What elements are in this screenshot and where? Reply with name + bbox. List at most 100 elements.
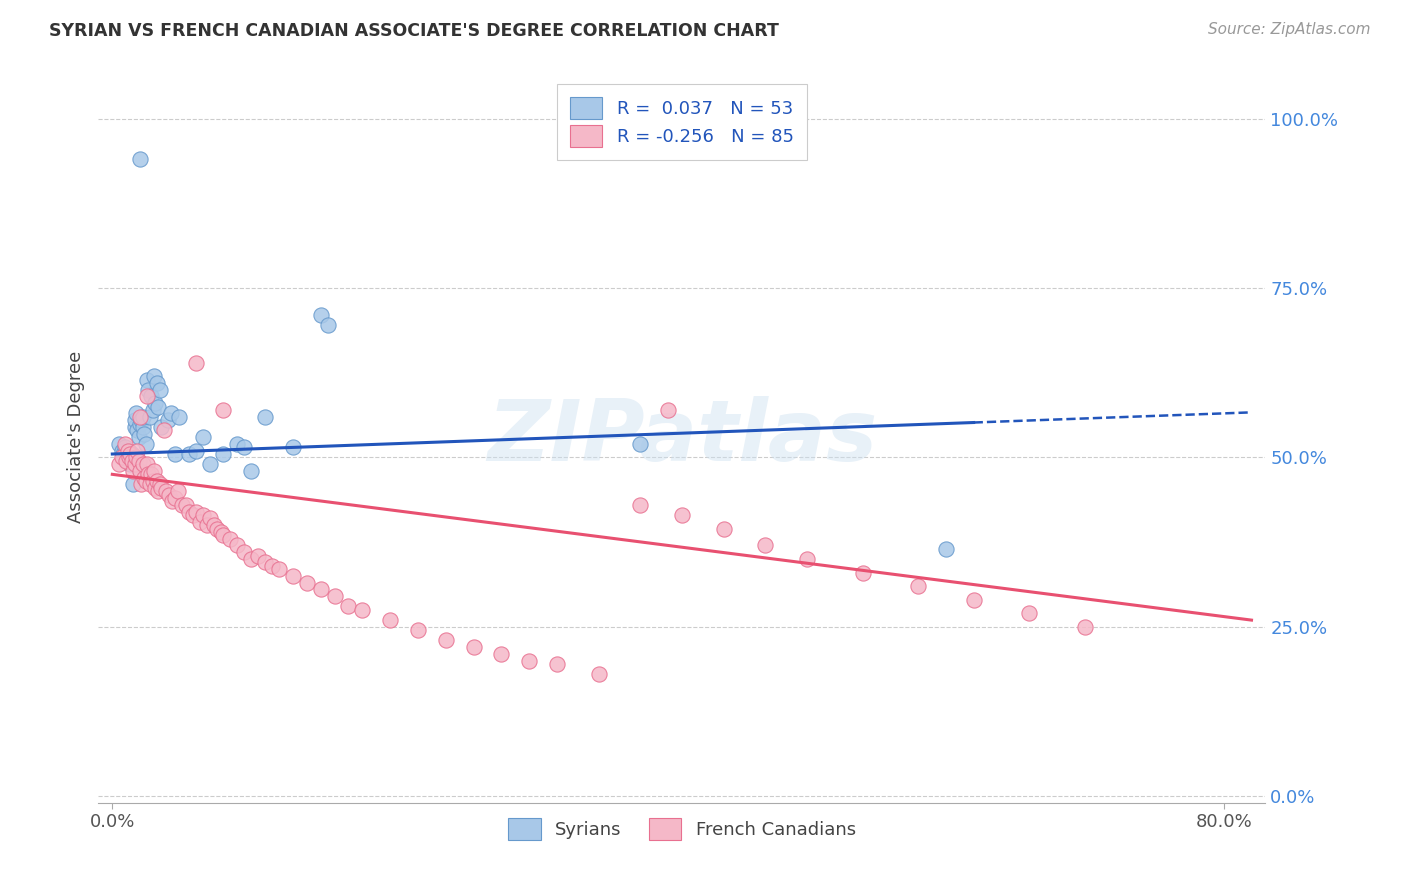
Point	[935, 541, 957, 556]
Point	[129, 464, 152, 478]
Point	[628, 498, 651, 512]
Point	[198, 457, 221, 471]
Point	[191, 508, 214, 522]
Point	[177, 447, 200, 461]
Point	[124, 457, 146, 471]
Point	[1018, 606, 1040, 620]
Point	[1074, 620, 1097, 634]
Point	[174, 498, 197, 512]
Point	[141, 467, 163, 482]
Point	[316, 318, 339, 333]
Point	[181, 508, 204, 522]
Point	[177, 505, 200, 519]
Point	[149, 481, 172, 495]
Point	[146, 474, 169, 488]
Point	[156, 413, 179, 427]
Point	[184, 443, 207, 458]
Point	[138, 383, 160, 397]
Point	[406, 623, 429, 637]
Point	[184, 355, 207, 369]
Point	[851, 566, 873, 580]
Legend: Syrians, French Canadians: Syrians, French Canadians	[499, 808, 865, 848]
Point	[115, 450, 138, 465]
Point	[295, 575, 318, 590]
Point	[247, 549, 270, 563]
Point	[121, 454, 143, 468]
Point	[159, 406, 181, 420]
Point	[463, 640, 485, 654]
Point	[491, 647, 513, 661]
Point	[233, 440, 256, 454]
Point	[124, 413, 146, 427]
Point	[141, 389, 163, 403]
Point	[135, 474, 157, 488]
Point	[128, 430, 150, 444]
Point	[170, 498, 193, 512]
Point	[212, 447, 235, 461]
Point	[188, 515, 211, 529]
Point	[145, 481, 167, 495]
Point	[127, 443, 149, 458]
Point	[129, 153, 152, 167]
Point	[117, 454, 139, 468]
Point	[127, 423, 149, 437]
Y-axis label: Associate's Degree: Associate's Degree	[66, 351, 84, 524]
Point	[148, 477, 170, 491]
Point	[352, 603, 374, 617]
Point	[118, 443, 141, 458]
Point	[111, 443, 134, 458]
Point	[122, 477, 145, 491]
Point	[166, 484, 188, 499]
Point	[124, 420, 146, 434]
Point	[713, 521, 735, 535]
Point	[309, 582, 332, 597]
Point	[146, 484, 169, 499]
Point	[118, 450, 141, 465]
Point	[155, 484, 177, 499]
Point	[309, 308, 332, 322]
Point	[267, 562, 290, 576]
Point	[167, 409, 190, 424]
Point	[132, 457, 155, 471]
Point	[262, 558, 284, 573]
Point	[146, 376, 169, 390]
Point	[115, 454, 138, 468]
Point	[142, 474, 165, 488]
Point	[131, 413, 153, 427]
Point	[108, 457, 131, 471]
Point	[122, 450, 145, 465]
Text: Source: ZipAtlas.com: Source: ZipAtlas.com	[1208, 22, 1371, 37]
Point	[129, 417, 152, 431]
Point	[962, 592, 984, 607]
Point	[132, 420, 155, 434]
Point	[657, 403, 679, 417]
Point	[163, 491, 186, 505]
Point	[136, 457, 159, 471]
Point	[139, 477, 162, 491]
Point	[191, 430, 214, 444]
Point	[121, 447, 143, 461]
Point	[143, 369, 166, 384]
Point	[114, 440, 136, 454]
Point	[129, 464, 152, 478]
Point	[149, 420, 172, 434]
Point	[128, 454, 150, 468]
Point	[145, 396, 167, 410]
Text: SYRIAN VS FRENCH CANADIAN ASSOCIATE'S DEGREE CORRELATION CHART: SYRIAN VS FRENCH CANADIAN ASSOCIATE'S DE…	[49, 22, 779, 40]
Point	[134, 471, 156, 485]
Point	[240, 552, 263, 566]
Point	[281, 569, 304, 583]
Point	[112, 447, 135, 461]
Point	[134, 426, 156, 441]
Point	[209, 524, 232, 539]
Point	[143, 464, 166, 478]
Point	[517, 654, 540, 668]
Point	[323, 589, 346, 603]
Point	[628, 437, 651, 451]
Point	[219, 532, 242, 546]
Point	[142, 403, 165, 417]
Point	[195, 518, 218, 533]
Point	[240, 464, 263, 478]
Point	[198, 511, 221, 525]
Point	[212, 528, 235, 542]
